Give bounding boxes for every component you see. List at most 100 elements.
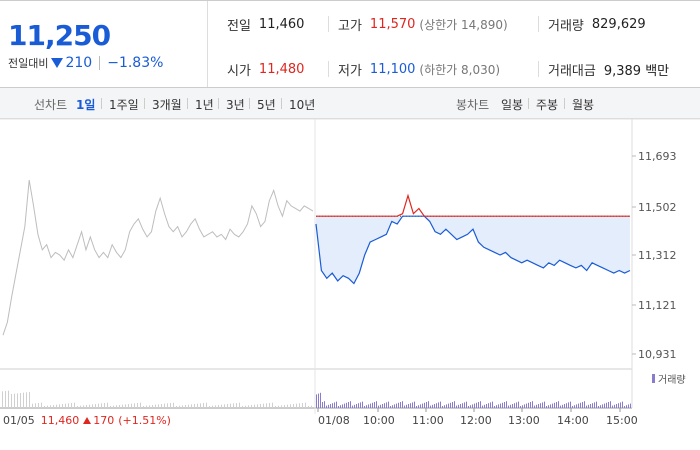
volume-bar <box>604 403 605 408</box>
volume-bar <box>404 405 405 408</box>
volume-bar <box>472 404 473 408</box>
tab-weekly[interactable]: 주봉 <box>536 98 559 112</box>
volume-bar <box>580 402 581 408</box>
volume-bar <box>374 402 375 408</box>
volume-bar <box>334 402 335 408</box>
x-tick-label: 11:00 <box>412 414 444 427</box>
tab-divider <box>249 98 250 109</box>
tab-1w[interactable]: 1주일 <box>109 98 139 112</box>
volume-bar <box>200 403 201 408</box>
tab-3y[interactable]: 3년 <box>226 98 245 112</box>
volume-bar <box>432 404 433 408</box>
tab-10y[interactable]: 10년 <box>289 98 316 112</box>
volume-bar <box>137 403 138 408</box>
volume-bar <box>534 405 535 408</box>
x-tick-label: 12:00 <box>460 414 492 427</box>
volume-bar <box>311 405 312 408</box>
volume-bar <box>400 402 401 408</box>
volume-bar <box>8 390 9 408</box>
volume-bar <box>77 406 78 408</box>
volume-bar <box>146 405 147 408</box>
volume-bar <box>164 403 165 408</box>
volume-bar <box>470 405 471 408</box>
volume-bar <box>538 404 539 408</box>
volume-bar <box>420 404 421 408</box>
volume-bar <box>281 405 282 408</box>
prev-day-change: 170 <box>93 414 115 427</box>
volume-bar <box>98 403 99 408</box>
volume-bar <box>622 401 623 408</box>
prev-day-info: 01/05 11,460 170 (+1.51%) <box>3 414 171 427</box>
volume-bar <box>340 405 341 408</box>
volume-bar <box>476 402 477 408</box>
volume-bar <box>408 404 409 408</box>
volume-bar <box>74 402 75 408</box>
volume-bar <box>410 403 411 408</box>
volume-bar <box>618 403 619 408</box>
tab-1y[interactable]: 1년 <box>195 98 214 112</box>
volume-bar <box>182 405 183 408</box>
tab-monthly[interactable]: 월봉 <box>572 98 595 112</box>
volume-bar <box>484 404 485 408</box>
volume-bar <box>426 402 427 408</box>
volume-bar <box>406 404 407 408</box>
volume-bar <box>532 401 533 408</box>
y-tick-label: 11,312 <box>638 249 677 262</box>
volume-bar <box>239 402 240 408</box>
tab-5y[interactable]: 5년 <box>257 98 276 112</box>
volume-bar <box>224 404 225 408</box>
volume-bar <box>131 403 132 408</box>
chart-tab-bar: 선차트 1일 1주일 3개월 1년 3년 5년 10년 봉차트 일봉 주봉 월봉 <box>0 88 700 119</box>
stat-value: 829,629 <box>591 16 646 32</box>
volume-bar <box>354 404 355 408</box>
volume-bar <box>378 405 379 408</box>
volume-bar <box>550 404 551 408</box>
volume-bar <box>588 404 589 408</box>
volume-bar <box>392 405 393 408</box>
volume-bar <box>458 404 459 408</box>
volume-bar <box>104 403 105 408</box>
volume-bar <box>328 404 329 408</box>
volume-bar <box>206 402 207 408</box>
volume-bar <box>299 403 300 408</box>
volume-bar <box>293 404 294 408</box>
volume-bar <box>362 401 363 408</box>
volume-bar <box>422 403 423 408</box>
volume-bar <box>602 404 603 408</box>
y-tick-label: 10,931 <box>638 348 677 361</box>
prev-day-line <box>2 179 314 336</box>
tab-divider <box>564 98 565 109</box>
volume-bar <box>492 401 493 408</box>
volume-bar <box>508 405 509 408</box>
tab-3m[interactable]: 3개월 <box>152 98 182 112</box>
volume-bar <box>394 404 395 408</box>
volume-bar <box>5 391 6 408</box>
tab-daily[interactable]: 일봉 <box>501 98 524 112</box>
volume-bar <box>59 404 60 408</box>
volume-bar <box>92 404 93 408</box>
volume-bar <box>624 406 625 408</box>
tab-divider <box>144 98 145 109</box>
tab-1d[interactable]: 1일 <box>76 98 96 112</box>
divider <box>538 16 539 32</box>
price-lines <box>2 179 631 336</box>
volume-bar <box>438 402 439 408</box>
volume-bar <box>119 405 120 408</box>
volume-bar <box>47 405 48 408</box>
volume-bar <box>568 402 569 408</box>
change-percent: −1.83% <box>107 55 164 71</box>
volume-bar <box>128 404 129 408</box>
volume-bar <box>612 405 613 408</box>
volume-bar <box>170 403 171 408</box>
volume-bar <box>540 403 541 408</box>
change-label: 전일대비 <box>8 57 49 70</box>
volume-bar <box>396 403 397 408</box>
volume-bar <box>460 404 461 408</box>
below-reference-fill <box>316 216 630 284</box>
volume-bar <box>230 403 231 408</box>
volume-bar <box>506 401 507 408</box>
volume-bar <box>416 406 417 408</box>
volume-bar <box>474 403 475 408</box>
stat-label: 시가 <box>227 63 251 79</box>
today-line <box>315 215 631 285</box>
